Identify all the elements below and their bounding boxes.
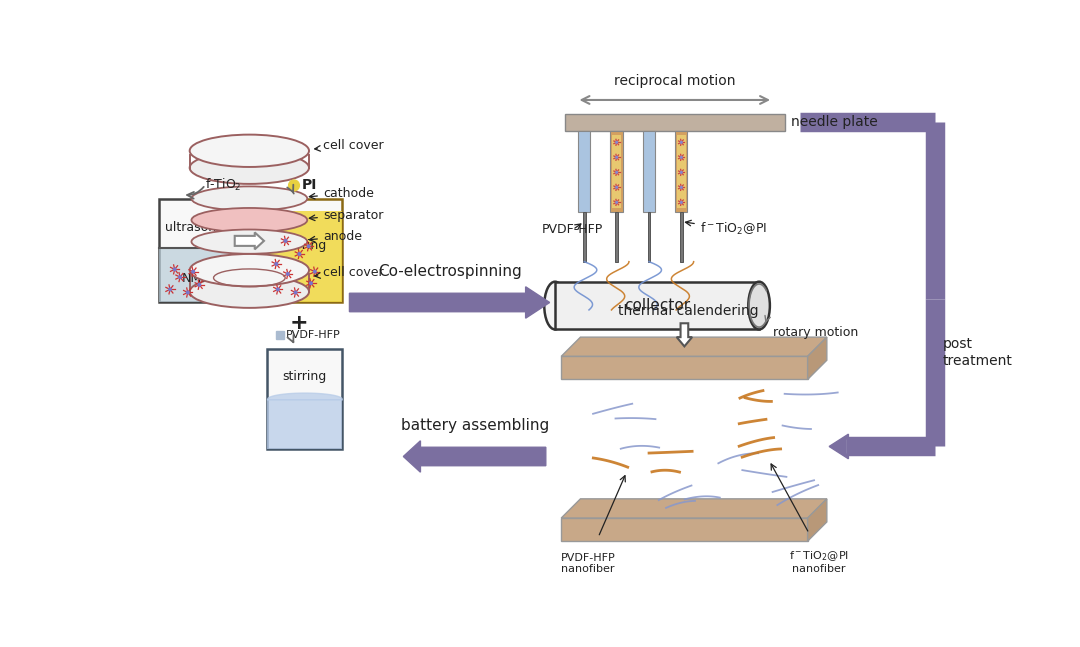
- FancyArrow shape: [677, 324, 692, 346]
- Bar: [680, 212, 683, 261]
- Circle shape: [192, 270, 194, 273]
- FancyArrow shape: [234, 232, 264, 249]
- Text: post
treatment: post treatment: [943, 338, 1012, 367]
- Bar: [267, 199, 341, 303]
- Text: reciprocal motion: reciprocal motion: [615, 74, 735, 87]
- Bar: [677, 135, 686, 208]
- Circle shape: [680, 186, 683, 188]
- Text: cathode: cathode: [309, 187, 374, 200]
- FancyArrow shape: [829, 434, 849, 459]
- Bar: [610, 131, 623, 212]
- Text: needle plate: needle plate: [791, 115, 877, 129]
- Text: PVDF-HFP
nanofiber: PVDF-HFP nanofiber: [561, 553, 616, 575]
- Text: separator: separator: [309, 208, 383, 221]
- Text: PVDF-HFP: PVDF-HFP: [286, 330, 341, 340]
- Bar: [159, 199, 232, 303]
- Polygon shape: [562, 356, 808, 380]
- Text: ultrasonic: ultrasonic: [165, 221, 227, 234]
- Circle shape: [616, 201, 618, 203]
- Circle shape: [313, 270, 316, 273]
- Polygon shape: [808, 337, 827, 380]
- Bar: [267, 349, 341, 449]
- Circle shape: [308, 245, 310, 248]
- Text: Co-electrospinning: Co-electrospinning: [378, 265, 522, 280]
- Text: thermal calendering: thermal calendering: [618, 304, 758, 318]
- Circle shape: [616, 171, 618, 173]
- Bar: [675, 131, 688, 212]
- Circle shape: [179, 276, 181, 278]
- Bar: [583, 212, 585, 261]
- Circle shape: [680, 157, 683, 159]
- Circle shape: [284, 239, 287, 242]
- Text: NMP: NMP: [183, 272, 210, 285]
- Text: f$^-$TiO$_2$@PI: f$^-$TiO$_2$@PI: [686, 220, 767, 237]
- Ellipse shape: [190, 276, 309, 308]
- Ellipse shape: [190, 151, 309, 184]
- Ellipse shape: [544, 281, 566, 329]
- Bar: [267, 211, 341, 303]
- Circle shape: [275, 263, 278, 265]
- Circle shape: [298, 253, 300, 256]
- Circle shape: [616, 186, 618, 188]
- Bar: [276, 331, 284, 338]
- FancyArrow shape: [350, 287, 550, 318]
- Circle shape: [187, 291, 189, 294]
- Circle shape: [680, 142, 683, 143]
- Circle shape: [680, 201, 683, 203]
- Circle shape: [198, 283, 201, 286]
- Text: anode: anode: [309, 230, 362, 243]
- Text: stirring: stirring: [282, 239, 326, 252]
- Circle shape: [286, 272, 289, 275]
- Ellipse shape: [748, 281, 770, 329]
- Circle shape: [174, 268, 176, 270]
- Ellipse shape: [190, 135, 309, 167]
- Polygon shape: [562, 518, 808, 541]
- Text: rotary motion: rotary motion: [773, 325, 859, 338]
- FancyArrow shape: [403, 441, 545, 472]
- Text: battery assembling: battery assembling: [401, 419, 549, 433]
- Ellipse shape: [191, 208, 307, 232]
- Text: cell cover: cell cover: [314, 267, 383, 280]
- Circle shape: [680, 171, 683, 173]
- Text: cell cover: cell cover: [314, 139, 383, 152]
- Bar: [555, 281, 759, 329]
- Bar: [616, 212, 618, 261]
- Circle shape: [616, 142, 618, 143]
- Bar: [565, 114, 784, 131]
- Text: PVDF-HFP: PVDF-HFP: [542, 223, 604, 236]
- Circle shape: [310, 282, 312, 285]
- Bar: [159, 248, 232, 303]
- Text: f-TiO$_2$: f-TiO$_2$: [205, 177, 242, 193]
- Text: stirring: stirring: [282, 370, 326, 383]
- Circle shape: [168, 288, 172, 291]
- Circle shape: [616, 157, 618, 159]
- Bar: [578, 131, 591, 212]
- Bar: [267, 399, 341, 449]
- Circle shape: [294, 291, 297, 294]
- Ellipse shape: [191, 230, 307, 254]
- Bar: [643, 131, 656, 212]
- Polygon shape: [562, 337, 827, 356]
- Text: +: +: [291, 313, 309, 333]
- Polygon shape: [808, 499, 827, 541]
- Bar: [612, 135, 621, 208]
- Circle shape: [276, 288, 279, 291]
- Ellipse shape: [191, 186, 307, 211]
- Polygon shape: [562, 499, 827, 518]
- Text: f$^-$TiO$_2$@PI
nanofiber: f$^-$TiO$_2$@PI nanofiber: [789, 549, 849, 575]
- Text: PI: PI: [301, 179, 318, 192]
- Text: collector: collector: [624, 298, 690, 313]
- Ellipse shape: [190, 254, 309, 287]
- Circle shape: [288, 180, 299, 191]
- Bar: [648, 212, 650, 261]
